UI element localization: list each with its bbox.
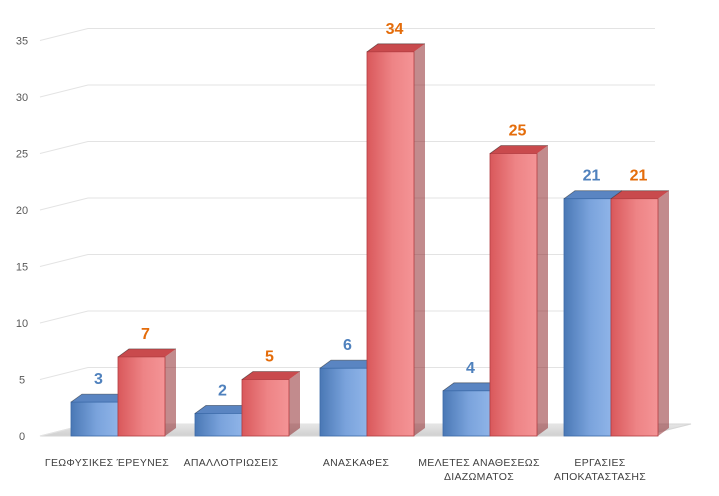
x-category-label: ΜΕΛΕΤΕΣ ΑΝΑΘΕΣΕΩΣ: [418, 457, 540, 469]
gridline: [39, 141, 655, 154]
data-label-series1-2: 2: [218, 382, 227, 399]
y-tick-label: 35: [16, 36, 28, 48]
y-tick-label: 5: [19, 375, 25, 387]
y-tick-label: 10: [16, 318, 28, 330]
data-label-series1-4: 4: [466, 360, 475, 377]
y-tick-label: 0: [19, 431, 25, 443]
gridline: [39, 197, 655, 211]
gridline: [39, 310, 655, 324]
bar-series2-3: [366, 43, 425, 437]
data-label-series1-5: 21: [583, 168, 601, 185]
x-category-label: ΑΠΑΛΛΟΤΡΙΩΣΕΙΣ: [184, 457, 279, 469]
data-label-series2-1: 7: [141, 326, 150, 343]
data-label-series1-1: 3: [94, 371, 103, 388]
data-label-series2-5: 21: [630, 168, 648, 185]
y-tick-label: 20: [16, 205, 28, 217]
bar-series2-2: [241, 371, 300, 437]
x-category-label: ΔΙΑΖΩΜΑΤΟΣ: [444, 471, 514, 483]
x-category-label: ΕΡΓΑΣΙΕΣ: [574, 457, 625, 469]
bar-series2-4: [489, 145, 548, 437]
y-tick-label: 25: [16, 149, 28, 161]
bar-series2-5: [610, 190, 669, 437]
bar-series1-2: [194, 404, 253, 437]
gridline: [39, 84, 655, 98]
x-category-label: ΓΕΩΦΥΣΙΚΕΣ ΈΡΕΥΝΕΣ: [45, 457, 169, 469]
x-category-label: ΑΝΑΣΚΑΦΕΣ: [323, 457, 390, 469]
gridline: [39, 28, 655, 41]
data-label-series1-3: 6: [343, 337, 352, 354]
data-label-series2-4: 25: [509, 123, 527, 140]
gridline: [39, 367, 655, 380]
bar-series2-1: [117, 348, 176, 437]
x-category-label: ΑΠΟΚΑΤΑΣΤΑΣΗΣ: [554, 471, 646, 483]
gridline: [39, 254, 655, 267]
y-tick-label: 30: [16, 92, 28, 104]
bar-series1-1: [70, 393, 129, 437]
data-label-series2-3: 34: [386, 21, 404, 38]
y-tick-label: 15: [16, 262, 28, 274]
data-label-series2-2: 5: [265, 349, 274, 366]
